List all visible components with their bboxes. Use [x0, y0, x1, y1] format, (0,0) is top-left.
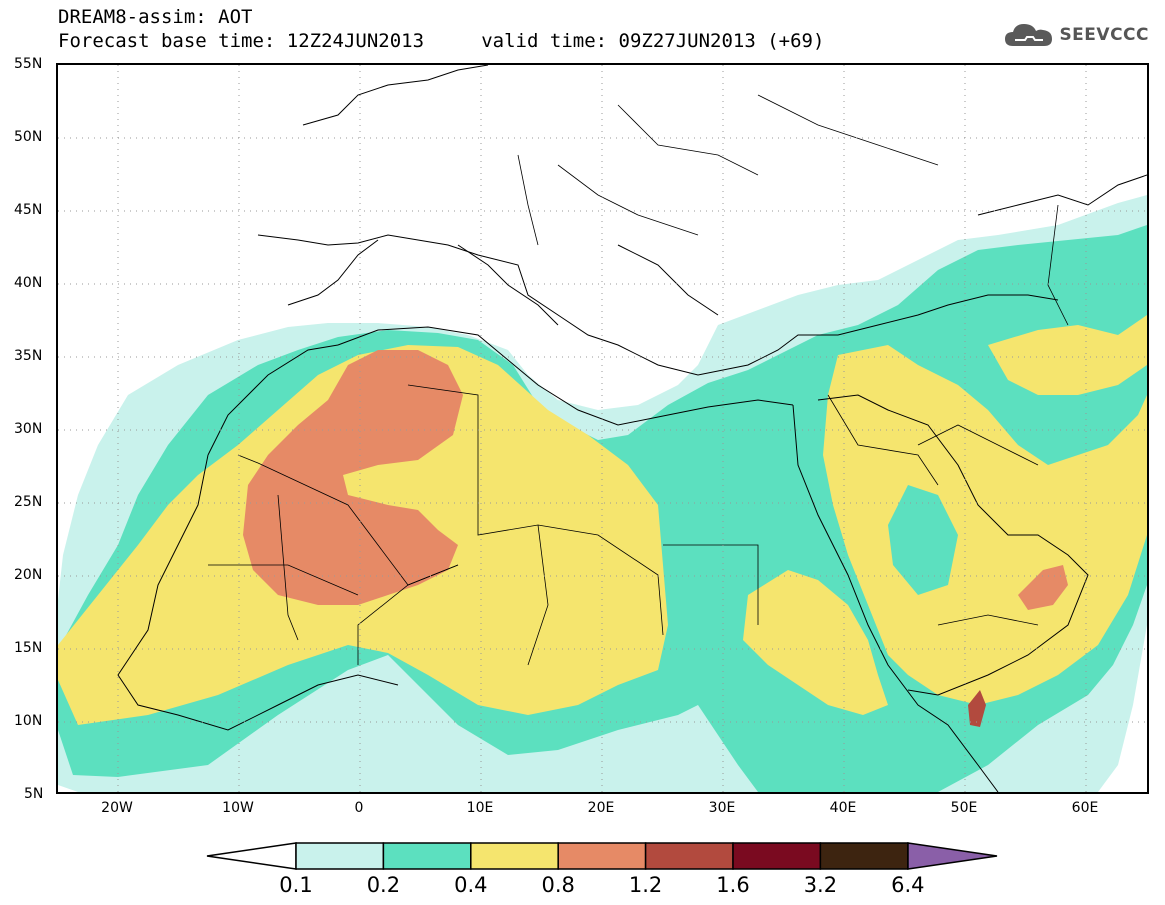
lat-label: 15N [14, 640, 43, 656]
colorbar-label: 0.1 [279, 873, 313, 897]
aot-field [58, 65, 1147, 792]
aot-contour-0.4-sudan [743, 570, 888, 715]
colorbar-segment [295, 842, 385, 870]
aot-contour-arabia-inner [888, 485, 958, 595]
forecast-times: Forecast base time: 12Z24JUN2013 valid t… [58, 30, 825, 52]
aot-map [56, 63, 1149, 794]
lat-label: 40N [14, 275, 43, 291]
lon-label: 60E [1071, 800, 1099, 816]
aot-contour-0.8-sahara [243, 350, 463, 605]
lon-label: 20W [101, 800, 133, 816]
colorbar-under-arrow [206, 842, 297, 870]
colorbar-label: 1.2 [628, 873, 663, 897]
map-title: DREAM8-assim: AOT [58, 6, 253, 28]
colorbar-segment [382, 842, 472, 870]
lat-label: 45N [14, 202, 43, 218]
lon-label: 40E [829, 800, 857, 816]
colorbar-label: 0.4 [454, 873, 488, 897]
lat-label: 55N [14, 56, 43, 72]
seevccc-logo: SEEVCCC [1003, 20, 1149, 50]
aot-contour-0.4-iran [988, 315, 1147, 395]
logo-text: SEEVCCC [1059, 25, 1149, 45]
colorbar-segment [819, 842, 909, 870]
aot-contour-0.4-arabia [823, 345, 1147, 705]
lat-label: 30N [14, 421, 43, 437]
colorbar-segment [732, 842, 822, 870]
cloud-icon [1005, 24, 1053, 46]
lat-label: 35N [14, 348, 43, 364]
colorbar-segment [557, 842, 647, 870]
lon-label: 10W [222, 800, 254, 816]
lon-label: 0 [354, 800, 364, 816]
colorbar-over-arrow [907, 842, 998, 870]
lat-label: 25N [14, 494, 43, 510]
colorbar-label: 3.2 [803, 873, 838, 897]
colorbar [206, 842, 998, 870]
colorbar-label: 0.2 [366, 873, 401, 897]
lon-label: 50E [950, 800, 978, 816]
aot-contour-1.2-somalia [968, 690, 986, 727]
lat-label: 10N [14, 713, 43, 729]
lat-label: 20N [14, 567, 43, 583]
colorbar-segment [470, 842, 559, 870]
lon-label: 30E [708, 800, 736, 816]
lon-label: 10E [466, 800, 494, 816]
colorbar-segment [644, 842, 734, 870]
lat-label: 50N [14, 129, 43, 145]
colorbar-label: 6.4 [891, 873, 925, 897]
lon-label: 20E [587, 800, 615, 816]
coastlines [117, 65, 1147, 792]
country-borders [208, 94, 1069, 666]
colorbar-segments [295, 842, 909, 870]
lat-label: 5N [24, 786, 44, 802]
aot-contour-0.8-arabia [1018, 565, 1068, 610]
colorbar-label: 1.6 [716, 873, 750, 897]
colorbar-label: 0.8 [541, 873, 575, 897]
